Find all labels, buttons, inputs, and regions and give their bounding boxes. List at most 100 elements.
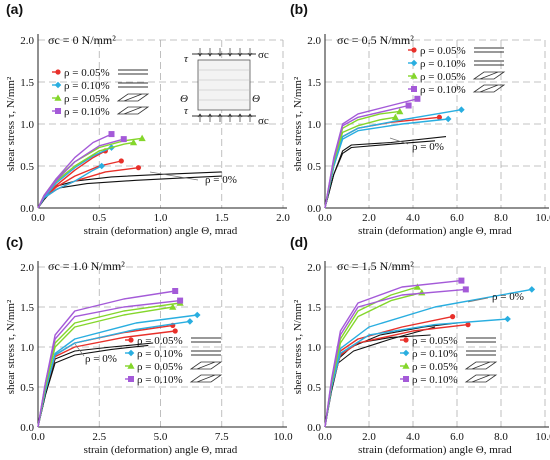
series-line	[37, 137, 143, 209]
legend-label: ρ = 0.10%	[64, 80, 110, 92]
x-tick-label: 2.5	[92, 431, 106, 443]
x-tick-label: 0.0	[31, 431, 45, 443]
series-line	[324, 140, 436, 209]
x-tick-label: 4.0	[406, 431, 420, 443]
inset-panel	[197, 59, 251, 111]
data-marker	[54, 94, 62, 101]
legend-label: ρ = 0.10%	[420, 84, 466, 96]
legend-reinforcement-glyph	[189, 374, 223, 383]
legend-reinforcement-glyph	[189, 361, 223, 370]
inset-arrow	[247, 48, 253, 57]
annotation-leader	[149, 171, 199, 181]
inset-label: σc	[258, 115, 269, 127]
x-axis-label: strain (deformation) angle Θ, mrad	[358, 225, 512, 237]
series-line	[37, 150, 106, 209]
data-marker	[177, 297, 184, 304]
data-marker	[402, 349, 410, 357]
data-marker	[135, 165, 142, 171]
legend-label: ρ = 0.05%	[64, 93, 110, 105]
inset-label: τ	[184, 105, 189, 117]
x-tick-label: 8.0	[494, 212, 508, 224]
annotation-leader	[389, 137, 409, 145]
x-tick-label: 2.0	[362, 212, 376, 224]
legend-reinforcement-glyph	[472, 84, 506, 93]
data-marker	[411, 86, 417, 92]
panel-subtitle: σc = 0.5 N/mm²	[337, 33, 414, 47]
legend-reinforcement-glyph	[464, 374, 498, 383]
x-tick-label: 0.5	[92, 212, 106, 224]
x-tick-label: 8.0	[494, 431, 508, 443]
panel-label: (c)	[6, 234, 23, 250]
y-tick-label: 0.0	[20, 203, 34, 215]
x-axis-label: strain (deformation) angle Θ, mrad	[358, 444, 512, 456]
data-marker	[193, 311, 201, 319]
data-marker	[413, 283, 421, 290]
y-tick-label: 1.5	[20, 302, 34, 314]
annotation-rho-zero: ρ = 0%	[492, 291, 524, 303]
panel-subtitle: σc = 1.5 N/mm²	[337, 259, 414, 273]
inset-arrow	[237, 113, 243, 122]
legend-label: ρ = 0.10%	[137, 374, 183, 386]
legend-reinforcement-glyph	[472, 71, 506, 80]
annotation-rho-zero: ρ = 0%	[412, 141, 444, 153]
y-tick-label: 2.0	[307, 262, 321, 274]
x-axis-label: strain (deformation) angle Θ, mrad	[84, 444, 238, 456]
y-tick-label: 1.0	[20, 342, 34, 354]
series-line	[37, 299, 181, 428]
x-tick-label: 7.5	[215, 431, 229, 443]
data-marker	[108, 131, 115, 138]
chart-panel-4: 0.02.04.06.08.010.00.00.51.01.52.0strain…	[290, 234, 550, 456]
data-marker	[172, 328, 178, 334]
y-tick-label: 0.5	[20, 382, 34, 394]
data-marker	[450, 314, 456, 320]
y-tick-label: 2.0	[307, 35, 321, 47]
legend-label: ρ = 0.05%	[412, 361, 458, 373]
x-tick-label: 6.0	[450, 431, 464, 443]
legend-label: ρ = 0.05%	[137, 335, 183, 347]
legend-label: ρ = 0.10%	[64, 106, 110, 118]
x-tick-label: 10.0	[535, 212, 550, 224]
y-tick-label: 1.0	[307, 342, 321, 354]
inset-arrow	[237, 48, 243, 57]
inset-arrow	[217, 113, 223, 122]
x-tick-label: 0.0	[318, 431, 332, 443]
data-marker	[528, 286, 536, 293]
series-line	[324, 98, 418, 209]
x-tick-label: 2.0	[276, 212, 290, 224]
data-marker	[402, 362, 410, 369]
annotation-rho-zero: ρ = 0%	[205, 174, 237, 186]
y-tick-label: 0.0	[307, 422, 321, 434]
data-marker	[127, 362, 135, 369]
data-marker	[436, 114, 442, 120]
data-marker	[118, 158, 124, 164]
x-tick-label: 10.0	[535, 431, 550, 443]
y-tick-label: 1.5	[20, 77, 34, 89]
series-line	[324, 288, 466, 428]
y-tick-label: 1.0	[307, 119, 321, 131]
data-marker	[405, 102, 412, 109]
legend-reinforcement-glyph	[464, 361, 498, 370]
panel-subtitle: σc = 1.0 N/mm²	[48, 259, 125, 273]
data-marker	[169, 303, 177, 310]
inset-arrow	[197, 48, 203, 57]
inset-label: σc	[258, 49, 269, 61]
x-tick-label: 1.0	[154, 212, 168, 224]
data-marker	[411, 47, 417, 53]
inset-arrow	[197, 113, 203, 122]
panel-label: (a)	[6, 1, 23, 17]
data-marker	[403, 337, 409, 343]
y-axis-label: shear stress τ, N/mm²	[5, 76, 17, 171]
data-marker	[391, 113, 399, 121]
data-marker	[403, 376, 409, 382]
inset-arrow	[207, 113, 213, 122]
data-marker	[186, 318, 194, 325]
chart-panel-3: 0.0 2.5 5.0 7.5 10.0 0.0 0.5 1.0 1.5 2.0 strain (d…	[5, 234, 293, 456]
data-marker	[172, 288, 179, 294]
data-marker	[414, 95, 421, 102]
data-marker	[458, 106, 465, 114]
x-tick-label: 0.0	[318, 212, 332, 224]
data-marker	[410, 59, 418, 67]
legend-label: ρ = 0.10%	[412, 374, 458, 386]
annotation-leader	[467, 297, 489, 303]
